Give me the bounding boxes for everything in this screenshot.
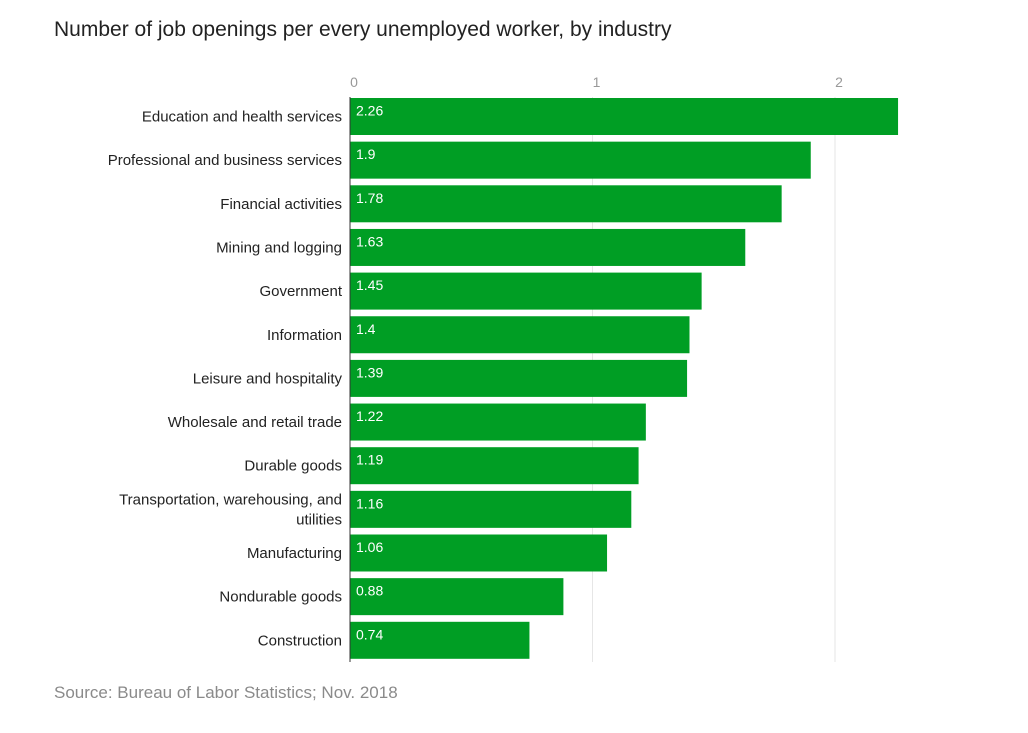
bar-value-label: 1.9 (356, 146, 376, 162)
category-label-line: Transportation, warehousing, and (119, 491, 342, 508)
bar (350, 621, 530, 659)
category-label: Financial activities (220, 196, 342, 213)
category-label-line: utilities (296, 511, 342, 528)
bar-value-label: 1.22 (356, 408, 383, 424)
bar-value-label: 1.78 (356, 190, 383, 206)
bar (350, 490, 632, 528)
category-label-line: Nondurable goods (219, 589, 342, 606)
bar-value-label: 1.63 (356, 233, 383, 249)
bar (350, 359, 688, 397)
category-label-line: Construction (258, 632, 342, 649)
category-label: Transportation, warehousing, and utilitie… (119, 491, 342, 528)
category-label: Professional and business services (108, 152, 342, 169)
bar (350, 98, 899, 135)
bar-value-label: 2.26 (356, 103, 383, 119)
bar-value-label: 1.39 (356, 364, 383, 380)
bar-value-label: 1.4 (356, 321, 376, 337)
x-tick-label: 1 (593, 74, 601, 90)
bar-value-label: 1.19 (356, 452, 383, 468)
bar-value-label: 1.06 (356, 539, 383, 555)
category-label-line: Leisure and hospitality (193, 370, 343, 387)
bar-value-label: 0.88 (356, 583, 383, 599)
chart-title: Number of job openings per every unemplo… (54, 18, 672, 41)
bar-value-label: 1.45 (356, 277, 383, 293)
category-label-line: Education and health services (142, 109, 342, 126)
category-label: Information (267, 327, 342, 344)
category-label-line: Mining and logging (216, 239, 342, 256)
category-label: Education and health services (142, 109, 342, 126)
category-label-line: Financial activities (220, 196, 342, 213)
bar-chart: 0 1 2 2.26 1.9 1.78 1.63 1.45 1.4 1.39 1.22 1.19 1.… (108, 74, 899, 662)
category-label-line: Government (259, 283, 342, 300)
bars: 2.26 1.9 1.78 1.63 1.45 1.4 1.39 1.22 1.19 1.16 1.… (350, 98, 899, 659)
category-label: Government (259, 283, 342, 300)
category-label: Leisure and hospitality (193, 370, 343, 387)
bar (350, 447, 639, 485)
bar (350, 141, 811, 179)
bar (350, 272, 702, 310)
category-label: Mining and logging (216, 239, 342, 256)
category-label: Manufacturing (247, 545, 342, 562)
category-labels: Education and health services Professiona… (108, 109, 343, 650)
bar (350, 316, 690, 354)
bar (350, 578, 564, 616)
bar (350, 228, 746, 266)
bar (350, 403, 646, 441)
category-label: Wholesale and retail trade (168, 414, 342, 431)
category-label: Construction (258, 632, 342, 649)
category-label-line: Information (267, 327, 342, 344)
bar (350, 185, 782, 223)
bar-value-label: 1.16 (356, 495, 383, 511)
category-label-line: Manufacturing (247, 545, 342, 562)
bar (350, 534, 608, 572)
category-label-line: Durable goods (244, 458, 342, 475)
bar-value-label: 0.74 (356, 626, 383, 642)
source-note: Source: Bureau of Labor Statistics; Nov.… (54, 683, 398, 702)
category-label-line: Wholesale and retail trade (168, 414, 342, 431)
category-label: Durable goods (244, 458, 342, 475)
category-label: Nondurable goods (219, 589, 342, 606)
x-axis-ticks: 0 1 2 (350, 74, 843, 90)
x-tick-label: 0 (350, 74, 358, 90)
category-label-line: Professional and business services (108, 152, 342, 169)
x-tick-label: 2 (835, 74, 843, 90)
